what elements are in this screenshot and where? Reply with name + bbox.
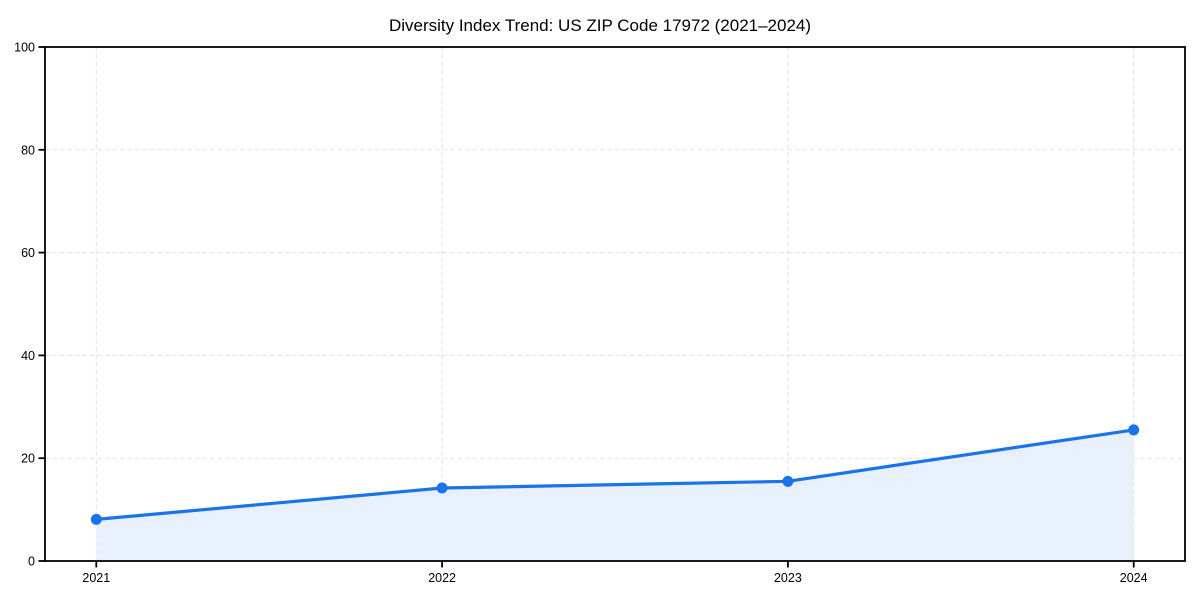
x-tick-label: 2022	[428, 571, 456, 585]
y-tick-label: 20	[21, 452, 35, 466]
x-tick-label: 2024	[1120, 571, 1148, 585]
series-area-fill	[96, 429, 1134, 561]
y-tick-label: 40	[21, 349, 35, 363]
x-tick-label: 2021	[82, 571, 110, 585]
y-tick-label: 100	[14, 41, 35, 55]
line-layer	[94, 428, 1136, 521]
x-tick-label: 2023	[774, 571, 802, 585]
data-point-marker	[436, 482, 448, 494]
tick-label-layer: 0 20 40 60 80 100 2021 2022 2023 2024	[14, 41, 1148, 586]
chart-title: Diversity Index Trend: US ZIP Code 17972…	[389, 16, 811, 35]
y-tick-label: 80	[21, 143, 35, 157]
axes-layer	[38, 46, 1186, 568]
data-point-marker	[90, 513, 102, 525]
area-layer	[96, 429, 1134, 561]
series-line	[94, 428, 1136, 521]
y-tick-label: 60	[21, 246, 35, 260]
data-point-marker	[782, 475, 794, 487]
marker-layer	[90, 424, 1140, 525]
plot-frame	[44, 46, 1186, 562]
y-tick-label: 0	[28, 555, 35, 569]
data-point-marker	[1128, 424, 1140, 436]
